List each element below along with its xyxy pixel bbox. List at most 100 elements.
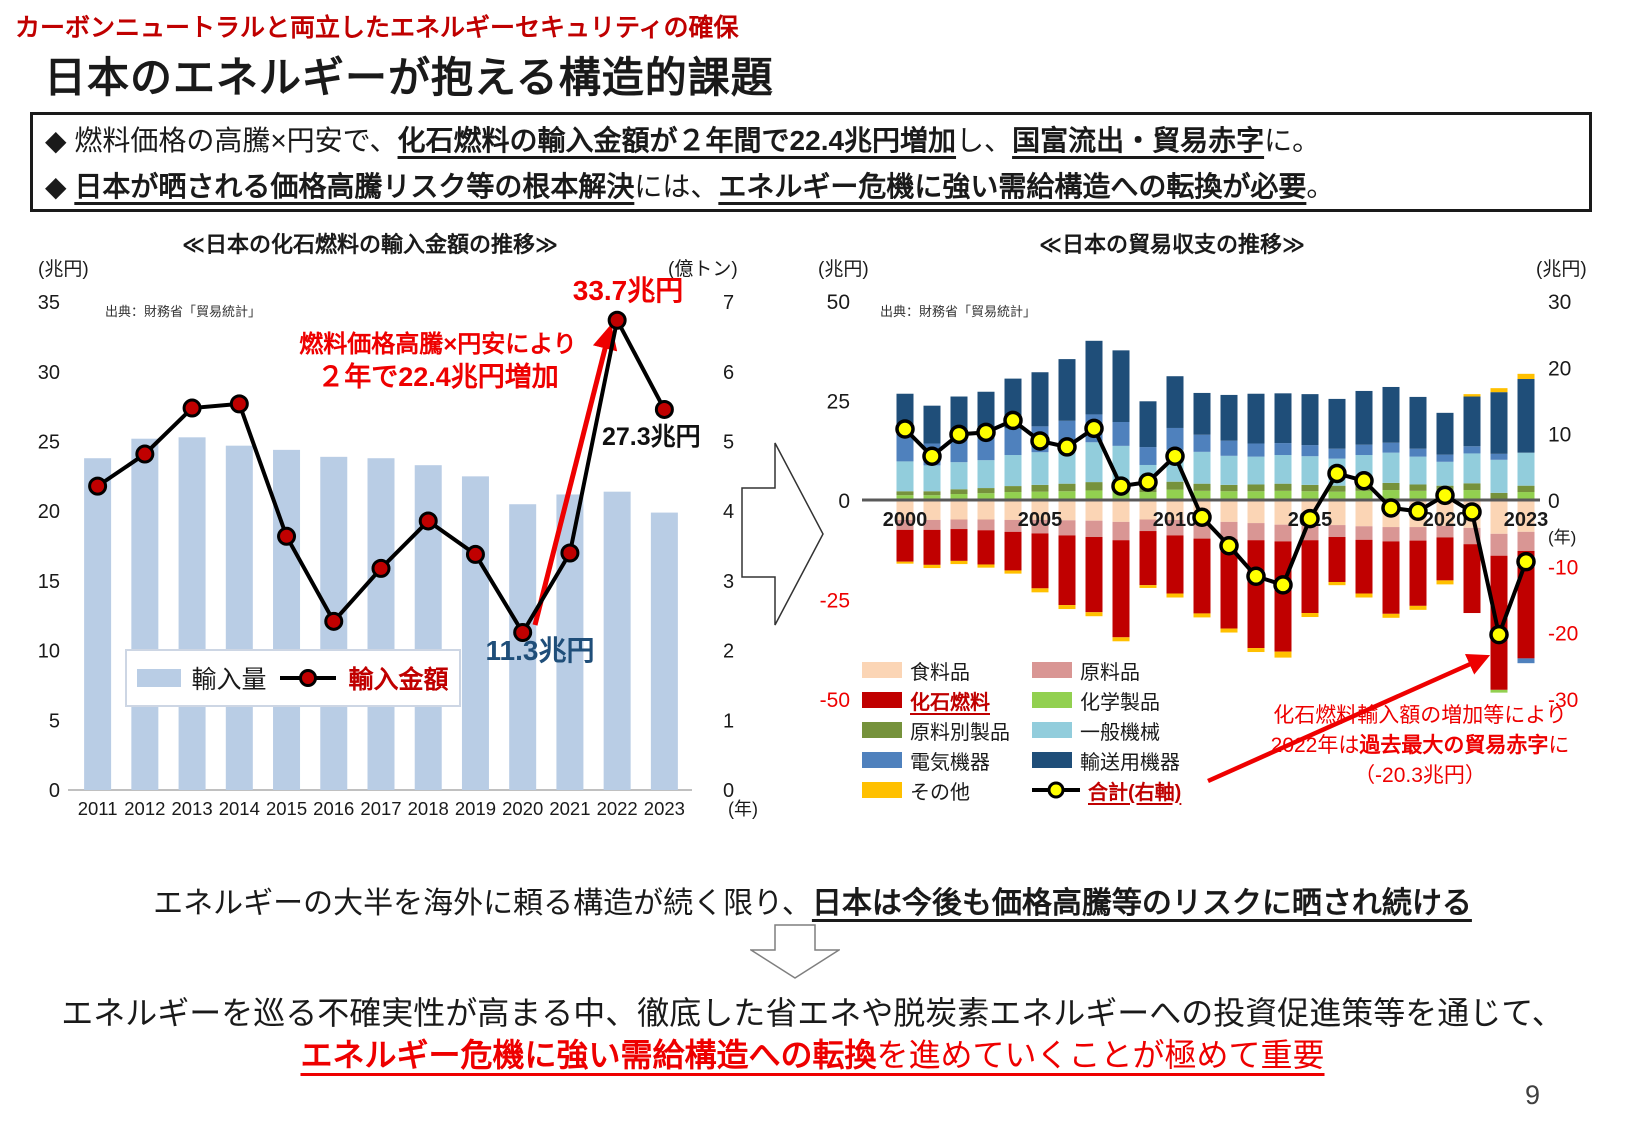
import-volume-swatch [137,669,182,687]
svg-text:20: 20 [38,501,60,523]
segment-raw_materials [1139,519,1157,532]
segment-manufactured_goods [1004,486,1022,493]
segment-electrical_machinery [1193,434,1211,452]
segment-chemicals [977,493,995,500]
segment-raw_materials [1490,533,1508,556]
svg-text:35: 35 [38,292,60,314]
segment-other [1166,593,1184,598]
legend-label-general_machinery: 一般機械 [1080,721,1160,744]
segment-electrical_machinery [1112,421,1130,446]
svg-text:2000: 2000 [883,509,928,531]
text-segment: ◆ [45,125,75,156]
segment-general_machinery [950,462,968,490]
import-volume-bar [178,437,206,790]
total-marker [1111,476,1131,496]
total-marker [1327,463,1347,484]
segment-transport_equipment [1517,379,1535,453]
segment-general_machinery [1193,451,1211,484]
surge-arrow [532,324,618,626]
legend-item-transport_equipment: 輸送用機器 [1032,746,1242,775]
segment-food [1139,500,1157,520]
legend-label-fossil_fuel: 化石燃料 [910,691,990,714]
svg-text:-20: -20 [1548,623,1578,646]
import-volume-bar [84,458,112,790]
segment-food [977,500,995,520]
segment-general_machinery [923,465,941,492]
segment-chemicals [1247,491,1265,500]
segment-chemicals [1193,490,1211,500]
segment-chemicals [1274,490,1292,500]
kicker: カーボンニュートラルと両立したエネルギーセキュリティの確保 [15,14,739,42]
conclusion-statement-1: エネルギーの大半を海外に頼る構造が続く限り、日本は今後も価格高騰等のリスクに晒さ… [153,887,1472,920]
segment-raw_materials [1004,519,1022,532]
segment-transport_equipment [1085,340,1103,415]
segment-other [1517,373,1535,380]
segment-other [1004,570,1022,574]
import-volume-bar [650,512,678,790]
total-marker [1219,536,1239,556]
svg-text:2013: 2013 [171,798,212,819]
segment-transport_equipment [1166,376,1184,428]
segment-raw_materials [1058,520,1076,536]
segment-manufactured_goods [1193,483,1211,491]
segment-chemicals [1328,491,1346,500]
segment-raw_materials [1355,526,1373,540]
segment-manufactured_goods [1409,484,1427,491]
import-volume-bar [461,476,489,790]
segment-electrical_machinery [1409,448,1427,457]
segment-fossil_fuel [1139,531,1157,586]
segment-chemicals [1085,490,1103,500]
import-value-marker [513,622,533,642]
import-volume-legend-label: 輸入量 [191,666,267,694]
svg-text:-30: -30 [1548,689,1578,712]
legend-swatch-manufactured_goods [862,722,902,738]
right-chart-note: 化石燃料輸入額の増加等により 2022年は過去最大の貿易赤字に （-20.3兆円… [1230,701,1610,791]
segment-raw_materials [950,519,968,530]
import-value-marker [560,543,580,563]
segment-raw_materials [977,519,995,531]
svg-text:0: 0 [1548,490,1560,513]
summary-bullet-1: ◆ 燃料価格の高騰×円安で、化石燃料の輸入金額が２年間で22.4兆円増加し、国富… [45,118,1577,164]
legend-swatch-transport_equipment [1032,752,1072,768]
svg-text:20: 20 [1548,357,1571,380]
total-marker [1165,446,1185,466]
segment-transport_equipment [1193,392,1211,435]
left-chart-note-line1: 燃料価格高騰×円安により [299,331,577,358]
segment-transport_equipment [1409,396,1427,449]
segment-electrical_machinery [896,433,914,462]
legend-item-fossil_fuel: 化石燃料 [862,686,1032,715]
segment-fossil_fuel [896,529,914,562]
segment-fossil_fuel [1382,541,1400,614]
segment-transport_equipment [1274,393,1292,444]
segment-electrical_machinery [1490,453,1508,460]
svg-text:2019: 2019 [455,798,496,819]
import-value-marker [182,398,202,418]
total-marker [1246,566,1266,587]
segment-other [923,564,941,569]
legend-swatch-raw_materials [1032,662,1072,678]
import-value-marker [135,444,155,464]
right-chart-source: 出典：財務省「貿易統計」 [880,304,1037,319]
right-chart-note-line2: 2022年は過去最大の貿易赤字に [1270,734,1570,757]
svg-text:2017: 2017 [360,798,401,819]
segment-fossil_fuel [950,529,968,561]
segment-raw_materials [1247,523,1265,541]
segment-manufactured_goods [1301,484,1319,492]
svg-text:30: 30 [38,362,60,384]
segment-manufactured_goods [1031,484,1049,492]
svg-text:6: 6 [723,362,734,384]
segment-chemicals [1139,492,1157,500]
total-marker [1489,624,1509,645]
text-segment: エネルギー危機に強い需給構造への転換が必要 [718,171,1307,202]
segment-other [1274,651,1292,658]
total-marker [1030,431,1050,451]
segment-manufactured_goods [1166,481,1184,490]
svg-text:15: 15 [38,571,60,593]
segment-other [1031,588,1049,593]
segment-electrical_machinery [977,435,995,461]
segment-food [1220,500,1238,522]
segment-chemicals [1517,492,1535,500]
segment-fossil_fuel [1247,540,1265,649]
trade-balance-chart-canvas: (兆円) (兆円)(年)50250-25-503020100-10-20-3020… [818,258,1587,784]
